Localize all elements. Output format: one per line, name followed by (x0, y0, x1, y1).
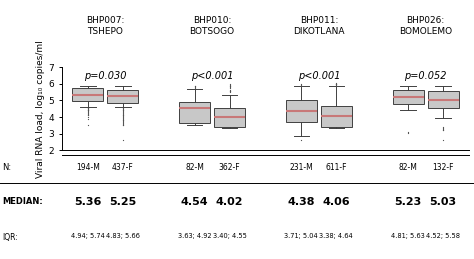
Text: BHP010:
BOTSOGO: BHP010: BOTSOGO (190, 16, 235, 36)
Text: 4.52; 5.58: 4.52; 5.58 (426, 233, 460, 239)
Text: 4.06: 4.06 (322, 197, 350, 207)
Text: 5.25: 5.25 (109, 197, 137, 207)
PathPatch shape (392, 90, 424, 104)
Text: 132-F: 132-F (432, 163, 454, 172)
Text: p=0.052: p=0.052 (404, 71, 447, 82)
Text: 611-F: 611-F (326, 163, 347, 172)
Text: IQR:: IQR: (2, 233, 18, 242)
Text: 3.40; 4.55: 3.40; 4.55 (213, 233, 246, 239)
Text: 82-M: 82-M (185, 163, 204, 172)
Text: 5.23: 5.23 (394, 197, 422, 207)
Y-axis label: Viral RNA load, log₁₀ copies/ml: Viral RNA load, log₁₀ copies/ml (36, 40, 46, 178)
Text: 4.02: 4.02 (216, 197, 243, 207)
PathPatch shape (214, 108, 245, 127)
Text: 3.38; 4.64: 3.38; 4.64 (319, 233, 353, 239)
Text: p<0.001: p<0.001 (191, 71, 233, 82)
Text: 5.03: 5.03 (429, 197, 456, 207)
Text: 4.83; 5.66: 4.83; 5.66 (106, 233, 140, 239)
Text: BHP007:
TSHEPO: BHP007: TSHEPO (86, 16, 125, 36)
PathPatch shape (73, 88, 103, 102)
Text: 362-F: 362-F (219, 163, 240, 172)
PathPatch shape (286, 100, 317, 122)
Text: BHP026:
BOMOLEMO: BHP026: BOMOLEMO (399, 16, 452, 36)
Text: 437-F: 437-F (112, 163, 134, 172)
PathPatch shape (107, 90, 138, 103)
Text: 3.63; 4.92: 3.63; 4.92 (178, 233, 211, 239)
Text: p<0.001: p<0.001 (298, 71, 340, 82)
Text: MEDIAN:: MEDIAN: (2, 197, 43, 206)
Text: p=0.030: p=0.030 (84, 71, 127, 82)
Text: 4.94; 5.74: 4.94; 5.74 (71, 233, 105, 239)
Text: 194-M: 194-M (76, 163, 100, 172)
PathPatch shape (179, 102, 210, 123)
Text: 4.54: 4.54 (181, 197, 209, 207)
Text: BHP011:
DIKOTLANA: BHP011: DIKOTLANA (293, 16, 345, 36)
Text: 3.71; 5.04: 3.71; 5.04 (284, 233, 318, 239)
PathPatch shape (428, 91, 458, 109)
Text: 82-M: 82-M (399, 163, 418, 172)
Text: N:: N: (2, 163, 11, 172)
Text: 4.81; 5.63: 4.81; 5.63 (391, 233, 425, 239)
Text: 231-M: 231-M (290, 163, 313, 172)
Text: 4.38: 4.38 (288, 197, 315, 207)
Text: 5.36: 5.36 (74, 197, 101, 207)
PathPatch shape (321, 106, 352, 127)
